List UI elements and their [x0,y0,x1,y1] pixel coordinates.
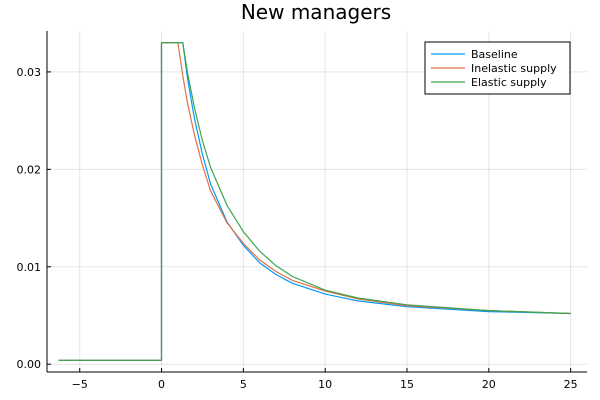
y-tick-label: 0.02 [17,163,42,176]
x-ticks: −5 0 5 10 15 20 25 [72,368,578,391]
x-tick-label: 25 [564,378,578,391]
chart-title: New managers [241,0,391,24]
y-ticks: 0.00 0.01 0.02 0.03 [17,66,51,371]
x-tick-label: 10 [318,378,332,391]
series-group [58,42,571,361]
x-tick-label: 20 [482,378,496,391]
y-tick-label: 0.03 [17,66,42,79]
x-tick-label: 5 [240,378,247,391]
x-tick-label: −5 [72,378,88,391]
legend-label-baseline: Baseline [471,48,518,61]
legend-label-inelastic-supply: Inelastic supply [471,62,557,75]
legend-label-elastic-supply: Elastic supply [471,76,547,89]
axes [46,31,587,373]
series-line-elastic-supply [58,42,571,361]
x-tick-label: 0 [158,378,165,391]
y-tick-label: 0.00 [17,358,42,371]
legend: Baseline Inelastic supply Elastic supply [424,41,571,95]
x-tick-label: 15 [400,378,414,391]
y-tick-label: 0.01 [17,261,42,274]
